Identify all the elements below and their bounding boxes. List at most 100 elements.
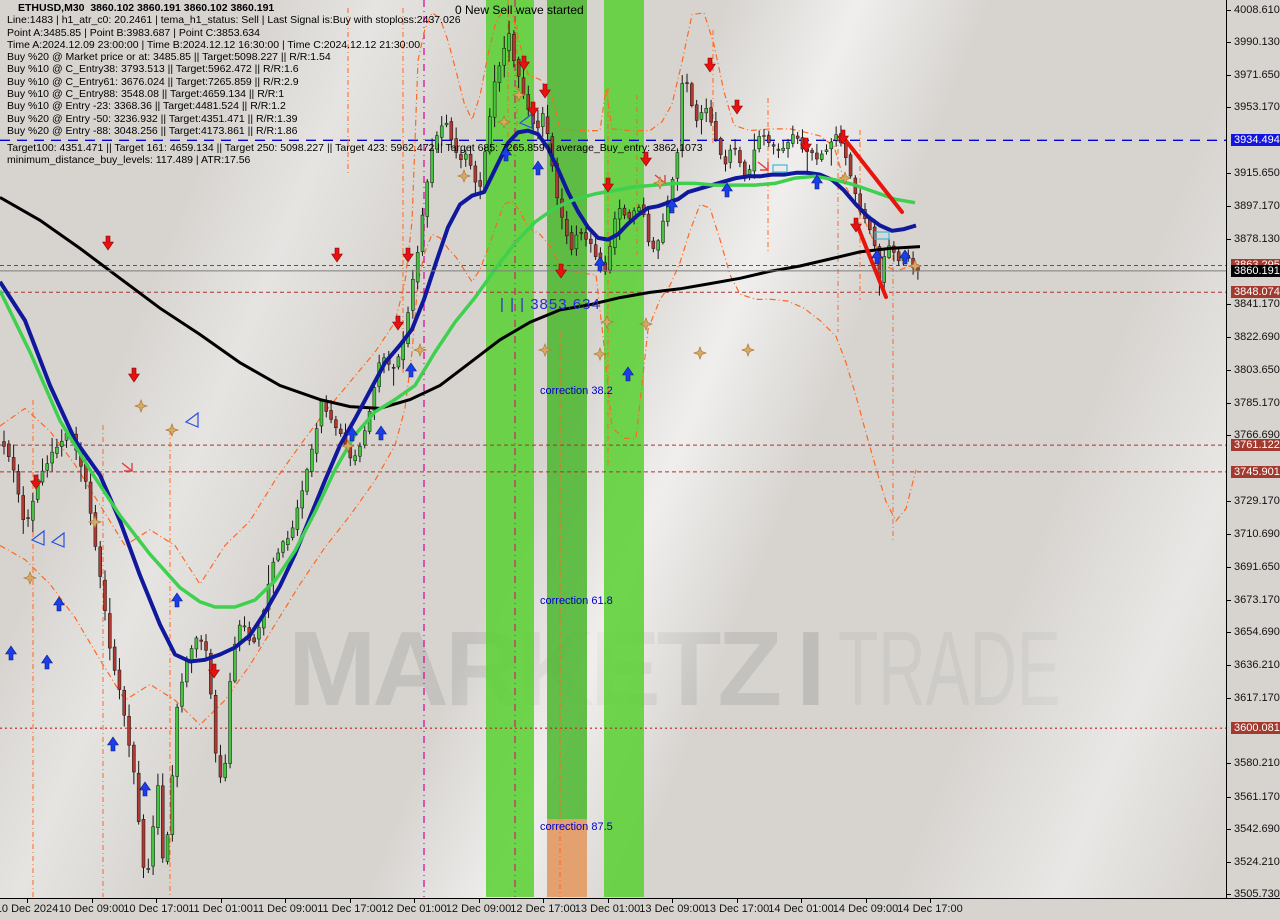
star-marker-icon (837, 170, 853, 186)
y-axis-label: 3915.650 (1234, 167, 1280, 179)
candle (300, 490, 304, 509)
sell-arrow-icon (128, 367, 140, 383)
buy-arrow-icon (139, 781, 151, 797)
candle (160, 785, 165, 859)
indicator-info-line: Line:1483 | h1_atr_c0: 20.2461 | tema_h1… (7, 14, 461, 27)
indicator-info-line: Buy %10 @ C_Entry61: 3676.024 || Target:… (7, 75, 299, 88)
y-axis-tick (1227, 632, 1231, 633)
y-axis-label: 3841.170 (1234, 298, 1280, 310)
candle (127, 716, 131, 746)
y-axis-tick (1227, 862, 1231, 863)
x-axis-tick (27, 899, 28, 903)
candle (738, 150, 742, 164)
y-axis-tick (1227, 797, 1231, 798)
candle (791, 134, 795, 144)
candle (286, 538, 290, 545)
y-axis-label: 3953.170 (1234, 101, 1280, 113)
chart-canvas[interactable] (0, 0, 1226, 898)
candle (391, 367, 396, 369)
candle (810, 150, 814, 153)
candle (11, 457, 16, 471)
candle (579, 232, 583, 234)
candle (98, 546, 102, 577)
sell-arrow-icon (731, 99, 743, 115)
y-axis-tick (1227, 435, 1231, 436)
sell-arrow-icon (392, 315, 404, 331)
candle (252, 637, 256, 643)
candle (545, 116, 550, 134)
price-flag-icon (30, 529, 45, 546)
star-marker-icon (340, 438, 356, 454)
candle (771, 144, 776, 147)
buy-arrow-icon (346, 426, 358, 442)
candle (781, 147, 785, 151)
tema-ma-line (0, 128, 917, 664)
candle (492, 81, 497, 118)
candle (7, 443, 11, 457)
candle (204, 641, 208, 651)
candle (199, 639, 203, 642)
time-axis[interactable]: 10 Dec 2024 10 Dec 09:00 10 Dec 17:00 11 De… (0, 898, 1280, 920)
candles-layer (2, 20, 920, 879)
star-marker-icon (652, 175, 668, 191)
indicator-info-line: Buy %10 @ Entry -23: 3368.36 || Target:4… (7, 100, 286, 113)
candle (444, 122, 449, 126)
candle (108, 613, 112, 649)
sell-arrow-icon (102, 235, 114, 251)
candle (646, 213, 651, 243)
star-marker-icon (456, 168, 472, 184)
y-axis-label: 3542.690 (1234, 823, 1280, 835)
price-level-label: 3934.494 (1231, 134, 1280, 146)
candle (651, 240, 656, 249)
star-marker-icon (412, 342, 428, 358)
indicator-info-line: Target100: 4351.471 || Target 161: 4659.… (7, 141, 703, 154)
candle (117, 669, 122, 690)
sell-arrow-icon (539, 83, 551, 99)
indicator-info-line: ETHUSD,M30 3860.102 3860.191 3860.102 38… (18, 2, 275, 14)
price-level-label: 3600.081 (1231, 722, 1280, 734)
range-box-icon (874, 231, 890, 240)
y-axis-label: 3785.170 (1234, 397, 1280, 409)
candle (156, 785, 160, 828)
candle (507, 33, 511, 51)
candle (276, 552, 280, 561)
candle (603, 262, 607, 272)
y-axis-label: 3897.170 (1234, 200, 1280, 212)
candle (146, 868, 151, 870)
y-axis-tick (1227, 600, 1231, 601)
candle (536, 120, 540, 129)
range-box-icon (772, 164, 788, 173)
price-level-label: 3860.191 (1231, 265, 1280, 277)
candle (516, 58, 521, 77)
sell-arrow-icon (640, 151, 652, 167)
buy-arrow-icon (622, 366, 634, 382)
candle (305, 469, 309, 492)
candle (324, 401, 329, 412)
x-axis-tick (220, 899, 222, 903)
y-axis-tick (1227, 567, 1231, 568)
sell-arrow-icon (518, 55, 530, 71)
candle (757, 136, 761, 150)
x-axis-tick (930, 899, 931, 903)
candle (728, 149, 733, 163)
indicator-info-line: Time A:2024.12.09 23:00:00 | Time B:2024… (7, 38, 421, 51)
candle (425, 181, 430, 217)
candle (488, 116, 492, 153)
candle (290, 527, 295, 538)
candle (16, 471, 21, 495)
price-axis[interactable]: 4008.610 3990.130 3971.650 3953.170 3915.650… (1226, 0, 1280, 900)
candle (848, 154, 853, 177)
candle (310, 448, 314, 472)
candle (175, 706, 179, 777)
y-axis-label: 3710.690 (1234, 528, 1280, 540)
candle (242, 625, 247, 628)
y-axis-label: 3729.170 (1234, 495, 1280, 507)
y-axis-tick (1227, 239, 1231, 240)
star-marker-icon (496, 114, 512, 130)
candle (829, 141, 834, 150)
candle (40, 470, 45, 483)
candle (565, 219, 569, 237)
candle (103, 579, 107, 612)
sell-wave-annotation: 0 New Sell wave started (455, 3, 584, 17)
